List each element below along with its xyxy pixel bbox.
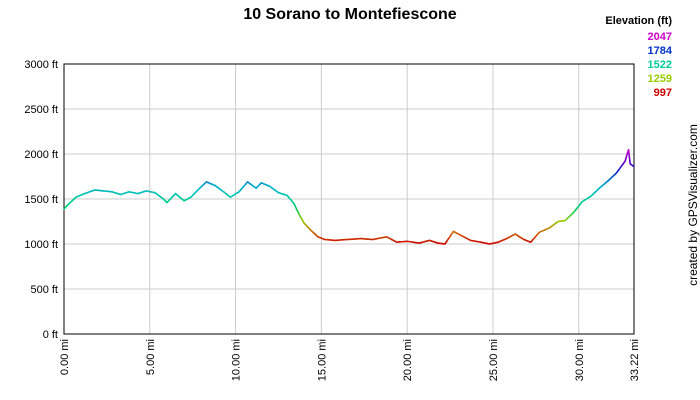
y-tick-label: 2500 ft [24, 104, 58, 116]
credit-text: created by GPSVisualizer.com [686, 124, 700, 286]
legend-entry: 1522 [648, 59, 672, 71]
chart-title: 10 Sorano to Montefiescone [243, 6, 456, 23]
x-tick-label: 33.22 mi [629, 339, 641, 381]
elevation-series [63, 148, 635, 245]
legend-entry: 2047 [648, 31, 672, 43]
grid-lines [63, 63, 635, 335]
legend-entry: 997 [654, 87, 672, 99]
x-tick-label: 10.00 mi [231, 339, 243, 381]
y-axis-ticks: 0 ft 500 ft 1000 ft 1500 ft 2000 ft 2500 ft 30… [24, 59, 58, 341]
x-tick-label: 20.00 mi [402, 339, 414, 381]
y-tick-label: 1000 ft [24, 239, 58, 251]
x-tick-label: 5.00 mi [145, 339, 157, 375]
plot-frame [63, 63, 635, 335]
x-tick-label: 30.00 mi [574, 339, 586, 381]
x-tick-label: 0.00 mi [59, 339, 71, 375]
legend-entry: 1784 [648, 45, 673, 57]
legend-title: Elevation (ft) [605, 15, 672, 27]
x-tick-label: 25.00 mi [488, 339, 500, 381]
legend: 2047 1784 1522 1259 997 [648, 31, 673, 99]
y-tick-label: 3000 ft [24, 59, 58, 71]
y-tick-label: 500 ft [30, 284, 58, 296]
legend-entry: 1259 [648, 73, 672, 85]
x-axis-ticks: 0.00 mi 5.00 mi 10.00 mi 15.00 mi 20.00 mi 25… [59, 339, 641, 381]
y-tick-label: 0 ft [43, 329, 58, 341]
elevation-segment [632, 165, 635, 168]
y-tick-label: 1500 ft [24, 194, 58, 206]
x-tick-label: 15.00 mi [316, 339, 328, 381]
y-tick-label: 2000 ft [24, 149, 58, 161]
